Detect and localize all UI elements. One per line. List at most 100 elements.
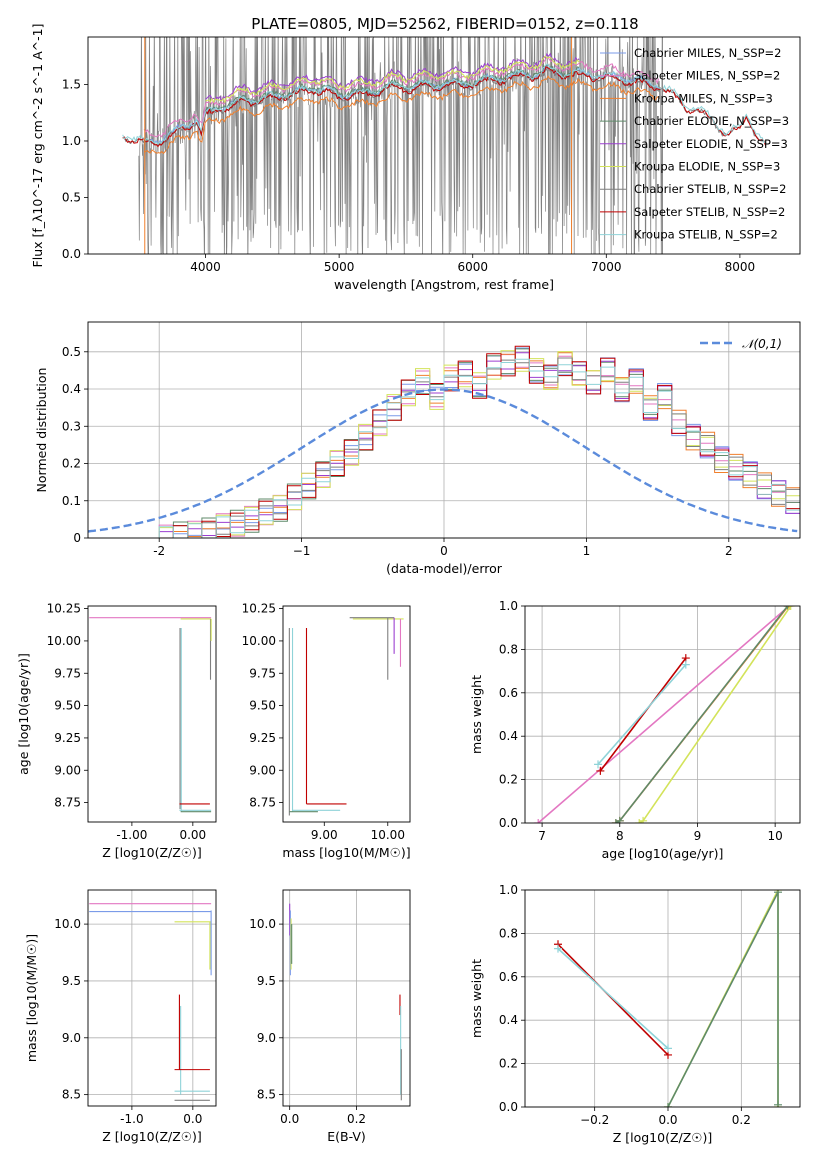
- y-tick-label: 0.8: [499, 926, 518, 940]
- weight-line-kroupa-stelib: [557, 948, 669, 1049]
- y-tick-label: 9.0: [257, 1031, 276, 1045]
- legend-label: Salpeter ELODIE, N_SSP=3: [634, 137, 788, 151]
- x-tick-label: 2: [725, 544, 733, 558]
- weight-marker: [783, 606, 792, 610]
- plot-area: [89, 617, 212, 813]
- y-tick-label: 8.5: [257, 1088, 276, 1102]
- y-tick-label: 0.0: [499, 816, 518, 830]
- weight-marker: [615, 816, 624, 823]
- y-tick-label: 0.2: [499, 773, 518, 787]
- weight-line-salpeter-stelib: [557, 943, 669, 1056]
- legend-label: Kroupa MILES, N_SSP=3: [634, 91, 773, 105]
- y-tick-label: 9.5: [257, 974, 276, 988]
- panel-mass-vs-EBV: 0.0 0.2 8.5 9.0 9.5 10.0 E(B-V): [249, 889, 411, 1144]
- y-tick-label: 9.5: [62, 974, 81, 988]
- panel-age-vs-Z: -1.00 0.00 8.75 9.00 9.25 9.50 9.75 10.00 10.25 Z…: [16, 602, 217, 860]
- axes-frame: [524, 605, 801, 824]
- x-axis-label: age [log10(age/yr)]: [602, 846, 724, 861]
- y-tick-label: 9.50: [54, 699, 81, 713]
- axes-frame: [282, 889, 411, 1107]
- figure-title: PLATE=0805, MJD=52562, FIBERID=0152, z=0…: [251, 15, 638, 33]
- x-axis-label: Z [log10(Z/Z☉)]: [102, 845, 202, 860]
- y-tick-label: 0.5: [62, 190, 81, 204]
- axes-frame: [87, 36, 801, 255]
- x-tick-label: 4000: [190, 260, 221, 274]
- y-tick-label: 9.25: [249, 731, 276, 745]
- y-tick-label: 10.00: [47, 634, 81, 648]
- axes-frame: [524, 889, 801, 1108]
- x-tick-label: 1: [583, 544, 591, 558]
- y-tick-label: 9.50: [249, 699, 276, 713]
- x-axis-label: Z [log10(Z/Z☉)]: [102, 1129, 202, 1144]
- weight-line-kroupa-elodie: [638, 606, 792, 823]
- hist-kroupa-miles: [159, 352, 800, 538]
- legend-label: Chabrier STELIB, N_SSP=2: [634, 182, 786, 196]
- panel-spectrum: 4000 5000 6000 7000 8000 0.0 0.5 1.0 1.5 waveleng…: [30, 24, 801, 292]
- plot-area: [289, 903, 402, 1101]
- y-tick-label: 0.0: [499, 1100, 518, 1114]
- x-tick-label: −0.2: [580, 1113, 609, 1127]
- panel-weight-vs-Z: −0.2 0.0 0.2 0.0 0.2 0.4 0.6 0.8 1.0 Z [log10(Z/Z…: [469, 883, 801, 1145]
- model-salpeter-miles: [143, 56, 660, 138]
- x-axis-label: wavelength [Angstrom, rest frame]: [334, 277, 554, 292]
- y-axis-label: Flux [f_λ10^-17 erg cm^-2 s^-1 A^-1]: [30, 24, 45, 268]
- y-axis-label: age [log10(age/yr)]: [16, 653, 31, 775]
- x-tick-label: 10.00: [371, 828, 405, 842]
- y-tick-label: 0.1: [62, 494, 81, 508]
- x-tick-label: 5000: [324, 260, 355, 274]
- weight-marker: [594, 760, 603, 769]
- y-tick-label: 9.00: [54, 763, 81, 777]
- legend-label: Kroupa ELODIE, N_SSP=3: [634, 160, 780, 174]
- x-tick-label: 10: [768, 829, 783, 843]
- y-tick-label: 0.5: [62, 345, 81, 359]
- y-axis-label: mass [log10(M/M☉)]: [24, 934, 39, 1062]
- hist-kroupa-stelib: [158, 358, 800, 538]
- axes-frame: [87, 605, 217, 823]
- x-tick-label: 9.00: [311, 828, 338, 842]
- x-tick-label: 8: [616, 829, 624, 843]
- x-tick-label: -2: [153, 544, 165, 558]
- weight-line-salpeter-stelib: [599, 657, 687, 772]
- y-tick-label: 10.25: [242, 602, 276, 616]
- legend-label: 𝒩(0,1): [742, 337, 782, 351]
- plot-area: [288, 617, 404, 816]
- weight-marker: [664, 1103, 672, 1107]
- x-tick-label: 9: [694, 829, 702, 843]
- x-axis-label: mass [log10(M/M☉)]: [282, 845, 410, 860]
- weight-marker: [774, 890, 782, 897]
- model-salpeter-stelib: [122, 66, 766, 148]
- legend: Chabrier MILES, N_SSP=2 Salpeter MILES, N…: [600, 46, 789, 242]
- y-tick-label: 8.75: [249, 796, 276, 810]
- y-tick-label: 0.4: [62, 382, 81, 396]
- weight-line-salpeter-miles: [537, 606, 790, 823]
- x-axis-label: E(B-V): [327, 1129, 366, 1144]
- hist-chabrier-elodie: [159, 348, 800, 538]
- legend-label: Salpeter STELIB, N_SSP=2: [634, 205, 785, 219]
- legend-label: Salpeter MILES, N_SSP=2: [634, 69, 780, 83]
- weight-marker: [681, 660, 690, 669]
- panel-weight-vs-age: 7 8 9 10 0.0 0.2 0.4 0.6 0.8 1.0 age [log10(age/yr…: [469, 599, 801, 861]
- y-tick-label: 9.00: [249, 763, 276, 777]
- y-tick-label: 0: [73, 531, 81, 545]
- y-tick-label: 10.25: [47, 602, 81, 616]
- y-tick-label: 0.0: [62, 247, 81, 261]
- model-salpeter-elodie: [205, 52, 580, 103]
- hist-chabrier-miles: [159, 347, 800, 538]
- x-axis-label: (data-model)/error: [386, 561, 503, 576]
- weight-line-kroupa-stelib: [597, 664, 687, 765]
- y-axis-label: mass weight: [469, 675, 484, 754]
- panel-residuals: -2 −1 0 1 2 0 0.1 0.2 0.3 0.4 0.5 (data-model)/erro…: [34, 321, 801, 576]
- legend-label: Chabrier MILES, N_SSP=2: [634, 46, 781, 60]
- y-tick-label: 0.8: [499, 642, 518, 656]
- model-kroupa-stelib: [122, 63, 766, 145]
- y-tick-label: 8.5: [62, 1088, 81, 1102]
- weight-marker: [786, 606, 795, 610]
- y-tick-label: 9.75: [54, 666, 81, 680]
- weight-line-chabrier-elodie: [667, 891, 779, 1107]
- weight-marker: [596, 766, 605, 775]
- y-tick-label: 1.0: [62, 134, 81, 148]
- y-tick-label: 9.75: [249, 666, 276, 680]
- x-tick-label: 0.2: [347, 1112, 366, 1126]
- y-tick-label: 1.5: [62, 77, 81, 91]
- weight-marker: [639, 816, 648, 823]
